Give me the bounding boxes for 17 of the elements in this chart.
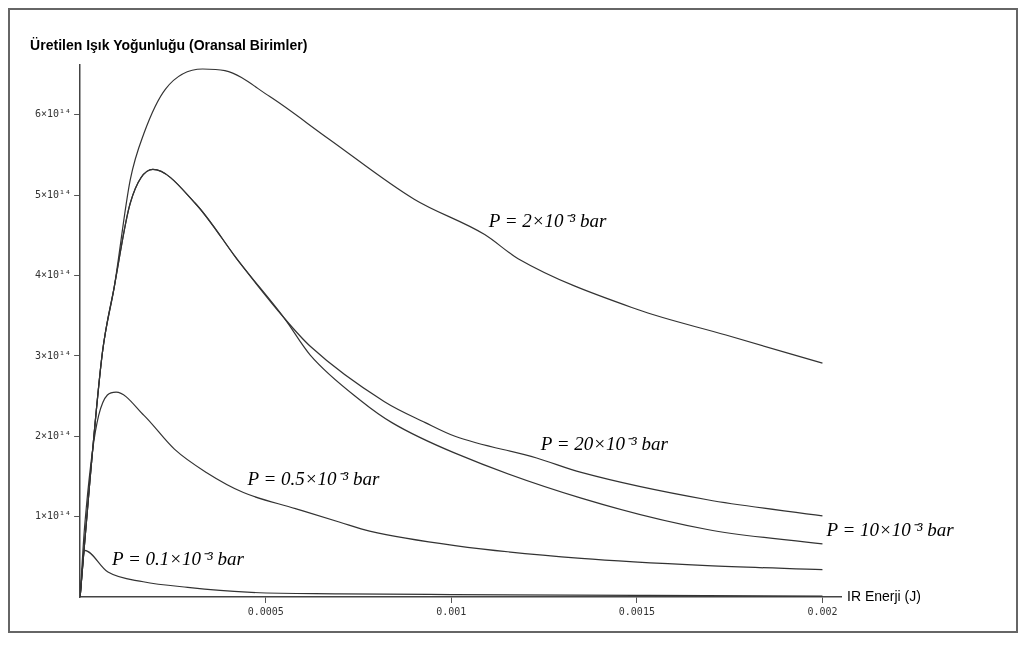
annotation: P = 10×10⁻³ bar: [825, 519, 955, 541]
x-tick-label: 0.001: [436, 605, 467, 617]
y-tick-label: 4×10¹⁴: [35, 269, 72, 281]
x-tick-label: 0.0015: [618, 605, 655, 617]
y-tick-label: 3×10¹⁴: [35, 349, 72, 361]
annotation: P = 2×10⁻³ bar: [487, 210, 608, 232]
annotation: P = 20×10⁻³ bar: [539, 433, 669, 455]
y-tick-label: 6×10¹⁴: [35, 108, 72, 120]
x-tick-label: 0.0005: [247, 605, 284, 617]
y-tick-label: 2×10¹⁴: [35, 429, 72, 441]
y-tick-label: 5×10¹⁴: [35, 188, 72, 200]
annotation: P = 0.5×10⁻³ bar: [246, 468, 381, 490]
annotation: P = 0.1×10⁻³ bar: [110, 547, 245, 569]
y-tick-label: 1×10¹⁴: [35, 510, 72, 522]
y-axis-title: Üretilen Işık Yoğunluğu (Oransal Birimler): [30, 36, 308, 53]
x-tick-label: 0.002: [807, 605, 838, 617]
x-axis-title: IR Enerji (J): [847, 587, 921, 604]
